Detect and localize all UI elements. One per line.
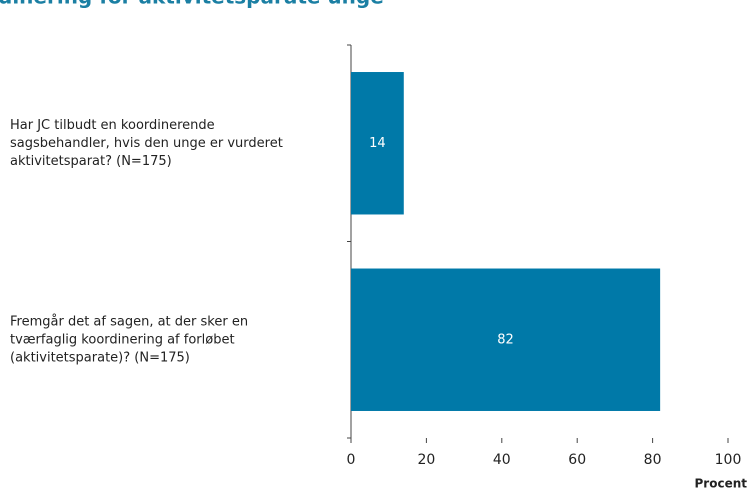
y-tick-label: aktivitetsparat? (N=175) [10, 154, 172, 169]
x-tick-label: 0 [347, 452, 356, 468]
chart-title: dinering for aktivitetsparate unge [0, 0, 384, 9]
y-tick-label: tværfaglig koordinering af forløbet [10, 332, 235, 347]
y-tick-label: sagsbehandler, hvis den unge er vurderet [10, 136, 283, 151]
data-label: 82 [497, 332, 514, 347]
bar [351, 72, 404, 215]
x-tick-label: 20 [417, 452, 435, 468]
x-tick-label: 100 [715, 452, 742, 468]
y-tick-label: Fremgår det af sagen, at der sker en [10, 314, 248, 329]
data-label: 14 [369, 136, 386, 151]
x-axis-label: Procent [695, 477, 748, 491]
x-tick-label: 60 [568, 452, 586, 468]
y-tick-label: (aktivitetsparate)? (N=175) [10, 350, 190, 365]
x-tick-label: 40 [493, 452, 511, 468]
bar [351, 268, 661, 411]
y-tick-label: Har JC tilbudt en koordinerende [10, 118, 215, 133]
x-tick-label: 80 [644, 452, 662, 468]
